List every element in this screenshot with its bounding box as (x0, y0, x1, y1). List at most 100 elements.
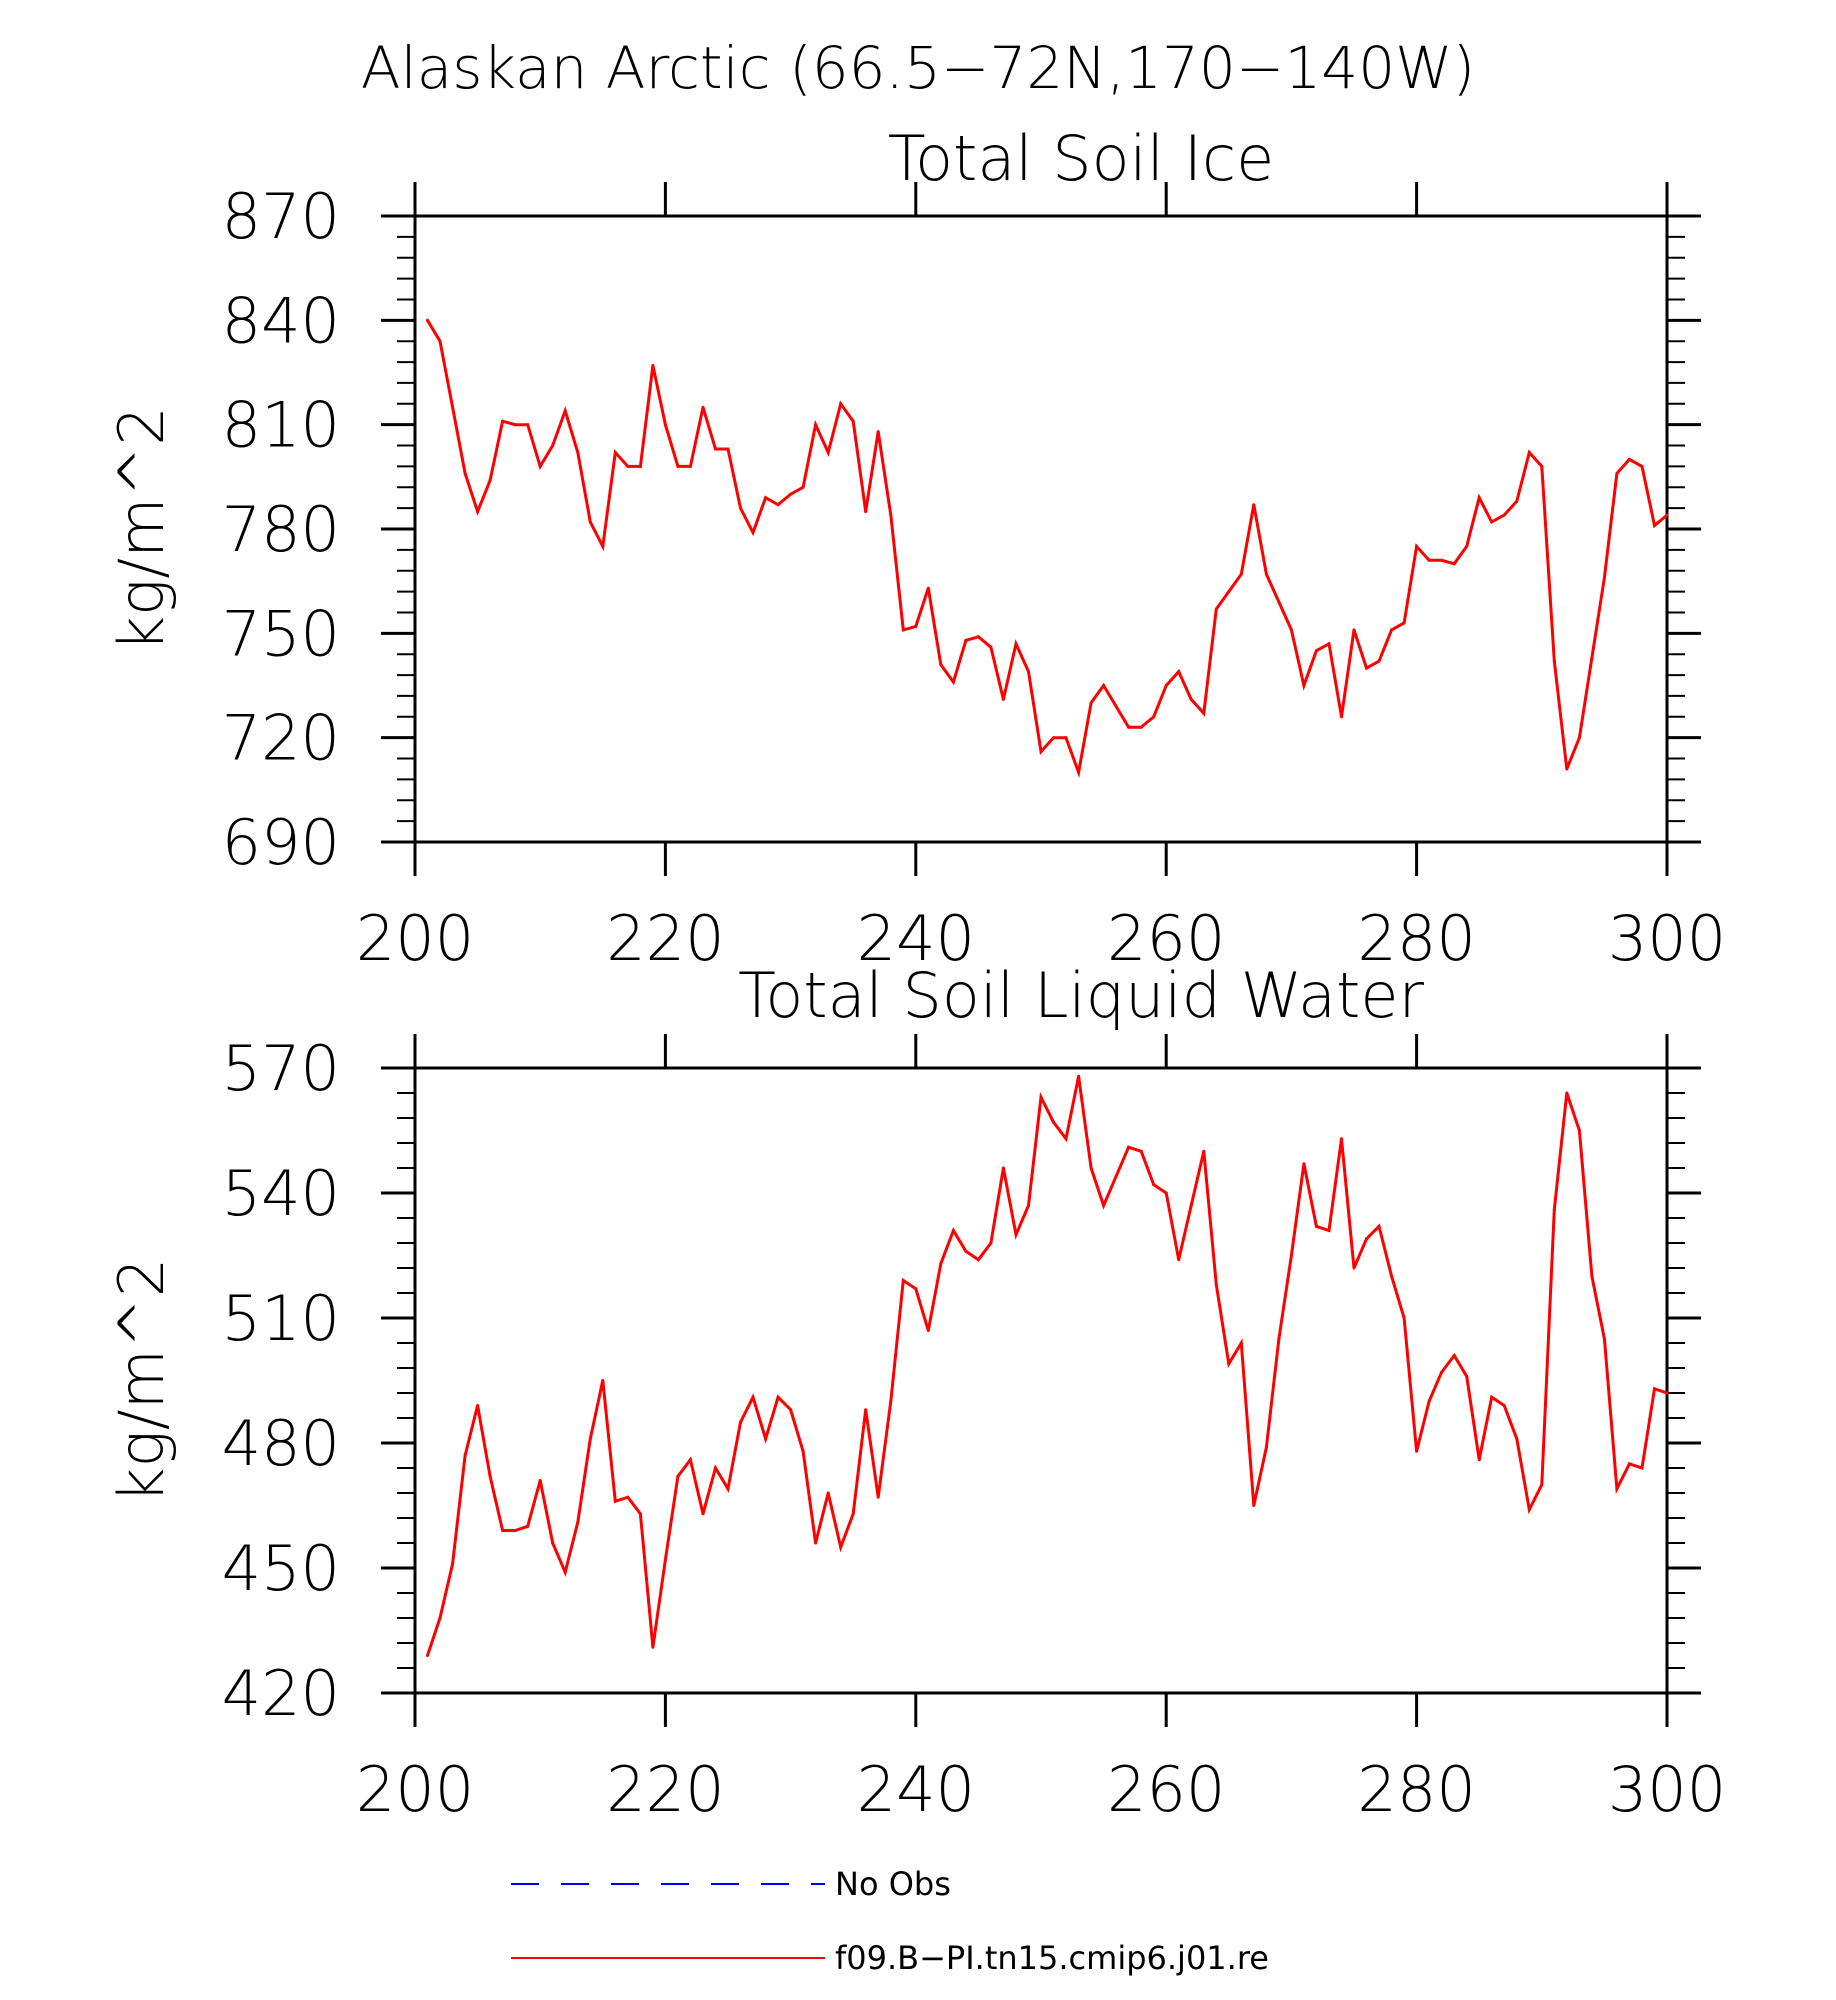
data-point (1627, 457, 1631, 461)
data-point (1077, 1074, 1081, 1078)
chart-panel-1: Total Soil Ice 690 720 750 780 810 840 870 200 22… (105, 122, 1726, 975)
data-point (889, 513, 893, 517)
data-point (476, 510, 480, 514)
x-tick-label: 280 (1357, 1753, 1475, 1826)
data-point (701, 1512, 705, 1516)
data-point (1202, 1149, 1206, 1153)
data-point (1390, 1274, 1394, 1278)
data-point (513, 1529, 517, 1532)
data-point (814, 1541, 818, 1545)
data-point (663, 1558, 667, 1562)
data-point (989, 1241, 993, 1245)
data-point (1352, 1266, 1356, 1270)
x-tick-label: 260 (1107, 1753, 1225, 1826)
data-point (914, 1287, 918, 1291)
data-point (964, 1249, 968, 1253)
data-point (1477, 1458, 1481, 1462)
data-point (1202, 711, 1206, 715)
data-point (864, 1408, 868, 1412)
data-point (1565, 1091, 1569, 1095)
data-point (526, 423, 530, 427)
data-point (1127, 725, 1131, 729)
data-point (1189, 1204, 1193, 1207)
data-point (1189, 697, 1193, 701)
data-point (1027, 1204, 1030, 1207)
plot-frame (413, 1066, 1669, 1695)
data-point (789, 492, 793, 496)
data-point (1164, 1191, 1168, 1195)
data-point (501, 419, 505, 423)
data-point (1089, 701, 1093, 705)
data-point (901, 1279, 905, 1282)
y-tick-label: 780 (222, 493, 340, 566)
y-tick-label: 690 (222, 806, 340, 879)
data-point (438, 1616, 442, 1620)
data-point (576, 1520, 580, 1524)
y-tick-label: 450 (222, 1532, 340, 1605)
data-point (1289, 628, 1293, 632)
data-point (951, 1229, 955, 1232)
data-point (876, 430, 880, 434)
data-point (1552, 659, 1556, 663)
data-point (1001, 697, 1005, 701)
x-tick-label: 300 (1608, 1753, 1726, 1826)
x-tick-label: 220 (606, 902, 724, 975)
data-point (1452, 1354, 1456, 1357)
legend-label-2: f09.B−PI.tn15.cmip6.j01.re (835, 1939, 1269, 1977)
data-point (751, 1395, 755, 1399)
data-point (1227, 590, 1231, 594)
data-point (1314, 1224, 1318, 1228)
data-point (1665, 513, 1669, 517)
data-point (776, 1395, 780, 1399)
data-point (1465, 544, 1469, 548)
data-point (613, 1499, 617, 1503)
y-tick-label: 540 (222, 1157, 340, 1230)
data-point (964, 638, 968, 642)
data-point (426, 318, 429, 322)
x-tick-label: 200 (356, 902, 474, 975)
data-point (1039, 750, 1043, 754)
data-point (1452, 562, 1456, 566)
data-point (1014, 1233, 1018, 1237)
y-tick-label: 750 (222, 597, 340, 670)
data-point (488, 1474, 492, 1478)
data-point (976, 635, 980, 639)
x-tick-label: 200 (356, 1753, 474, 1826)
data-point (1139, 725, 1143, 729)
data-point (876, 1495, 880, 1499)
data-point (1164, 684, 1168, 687)
data-point (1302, 684, 1306, 687)
data-point (501, 1529, 505, 1532)
data-point (1214, 1283, 1218, 1287)
main-title: Alaskan Arctic (66.5−72N,170−140W) (361, 34, 1475, 102)
data-point (764, 496, 768, 500)
data-point (638, 1512, 642, 1516)
data-point (826, 451, 830, 454)
data-point (1477, 496, 1481, 500)
data-point (451, 405, 455, 409)
y-tick-label: 840 (222, 284, 340, 357)
data-point (926, 1329, 930, 1332)
y-axis-title: kg/m^2 (105, 406, 178, 652)
data-point (1602, 576, 1606, 580)
chart-panel-2: Total Soil Liquid Water 420 450 480 510 540 57… (105, 959, 1726, 1826)
data-point (651, 1645, 655, 1649)
data-point (1239, 572, 1243, 576)
data-point (1490, 520, 1494, 524)
data-point (1001, 1166, 1005, 1170)
data-point (926, 586, 930, 590)
data-point (1515, 1437, 1519, 1441)
data-point (714, 447, 717, 451)
data-point (1340, 1137, 1343, 1141)
data-point (476, 1404, 480, 1407)
data-point (1502, 513, 1506, 517)
data-point (1552, 1208, 1556, 1212)
data-point (1177, 1258, 1181, 1262)
data-point (789, 1408, 793, 1412)
data-point (1177, 670, 1181, 674)
data-point (601, 1379, 605, 1382)
x-tick-label: 240 (857, 1753, 975, 1826)
data-point (1427, 558, 1431, 562)
data-point (1665, 1391, 1669, 1395)
